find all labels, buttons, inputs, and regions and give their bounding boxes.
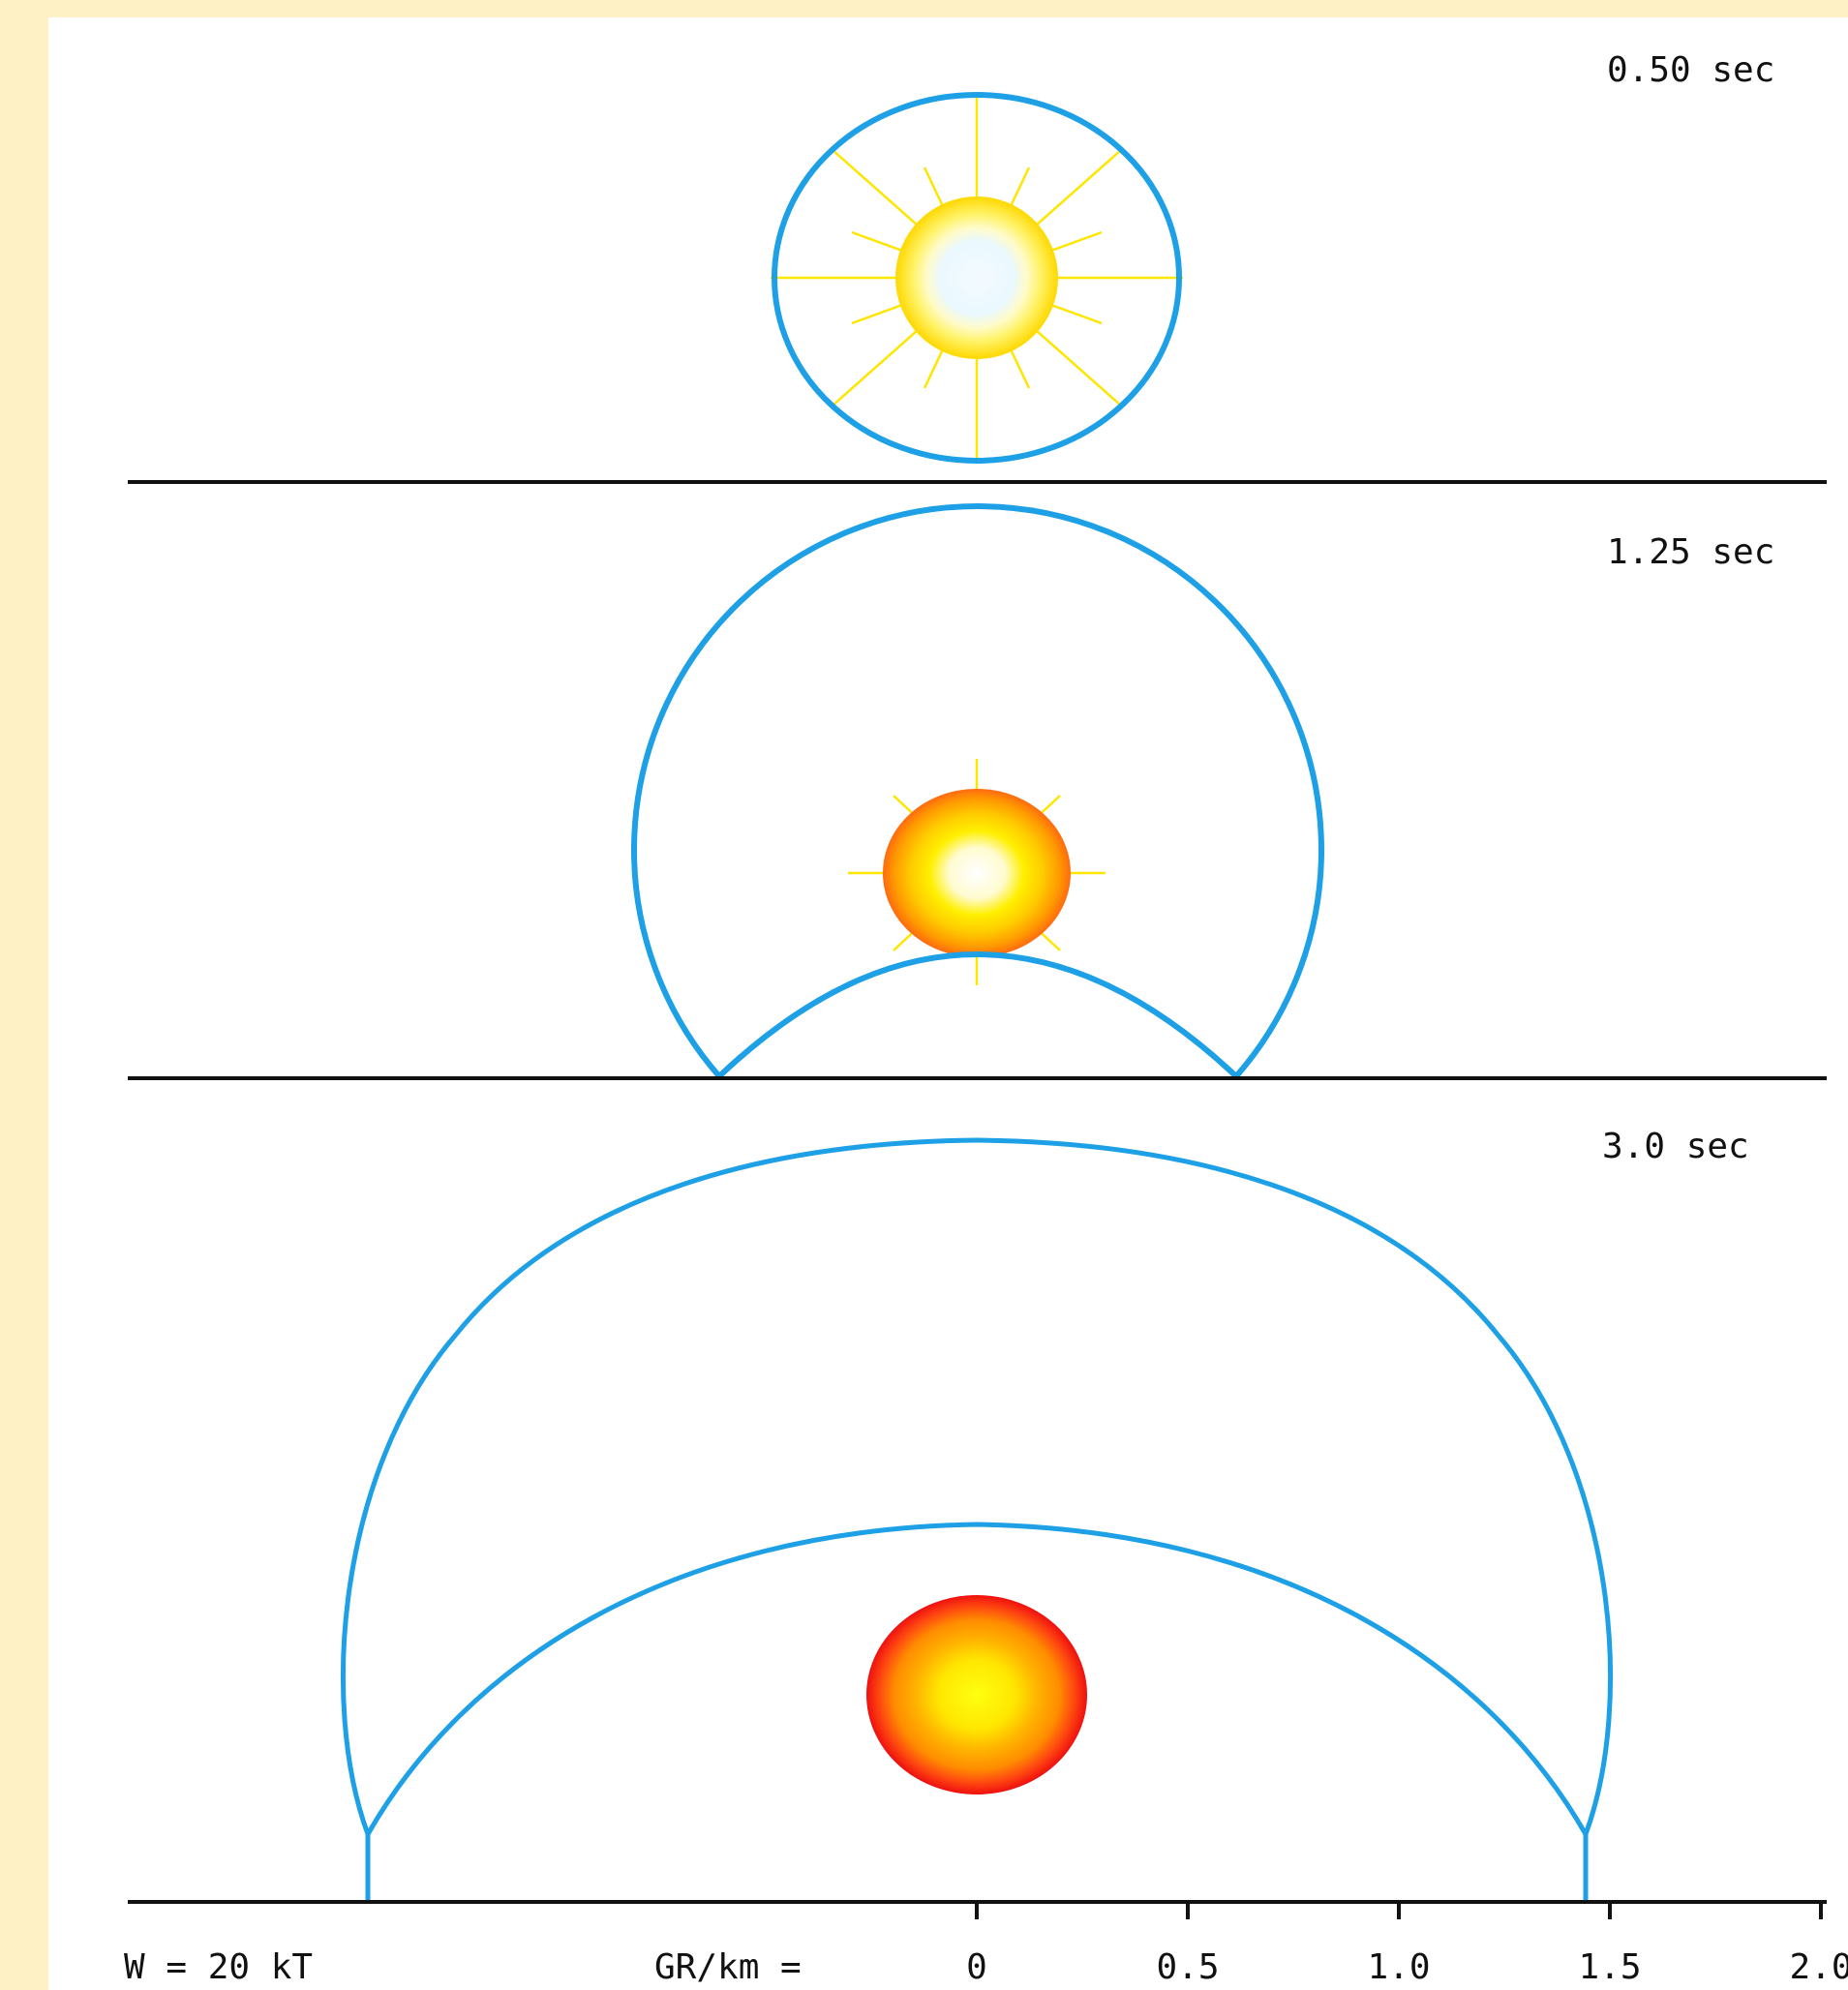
tick-label: 0 bbox=[966, 1947, 987, 1987]
range-axis: 0 0.5 1.0 1.5 2.0 W = 20 kT GR/km = bbox=[124, 1902, 1848, 1987]
time-label-2: 1.25 sec bbox=[1607, 532, 1774, 572]
fireball-2 bbox=[883, 789, 1071, 957]
tick-marks bbox=[975, 1902, 1823, 1919]
tick-label: 2.0 bbox=[1789, 1947, 1848, 1987]
tick-label: 1.0 bbox=[1367, 1947, 1430, 1987]
reflected-wave-2 bbox=[716, 951, 1239, 1079]
shock-front-2 bbox=[631, 503, 1324, 1078]
range-label: GR/km = bbox=[654, 1947, 802, 1987]
shock-front-1 bbox=[772, 92, 1182, 464]
fireball-1 bbox=[895, 196, 1058, 359]
tick-label: 1.5 bbox=[1578, 1947, 1641, 1987]
fireball-3 bbox=[866, 1595, 1087, 1794]
time-label-1: 0.50 sec bbox=[1607, 50, 1774, 90]
yield-label: W = 20 kT bbox=[124, 1947, 313, 1987]
reflected-wave-3 bbox=[365, 1522, 1589, 1836]
shock-front-3 bbox=[340, 1137, 1614, 1901]
time-label-3: 3.0 sec bbox=[1602, 1127, 1749, 1166]
tick-labels: 0 0.5 1.0 1.5 2.0 bbox=[966, 1947, 1848, 1987]
tick-label: 0.5 bbox=[1156, 1947, 1219, 1987]
title-strip bbox=[0, 0, 1848, 17]
panel-3: 3.0 sec bbox=[128, 1127, 1827, 1904]
panel-2: 1.25 sec bbox=[128, 503, 1827, 1080]
panel-1: 0.50 sec bbox=[128, 50, 1827, 484]
